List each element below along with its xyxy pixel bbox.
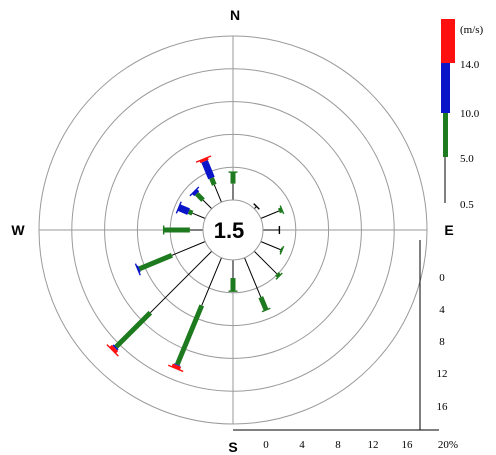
legend-threshold: 5.0 — [460, 153, 474, 165]
direction-label-north: N — [230, 7, 240, 23]
spoke-segment — [201, 257, 222, 306]
direction-label-south: S — [228, 439, 237, 455]
spoke-segment — [258, 296, 269, 311]
spoke-segment — [201, 160, 215, 180]
scale-tick-label: 8 — [335, 439, 341, 451]
spoke-segment — [209, 177, 217, 186]
scale-tick-label: 0 — [263, 439, 269, 451]
spoke-end-cap — [195, 155, 212, 163]
spoke-end-cap — [175, 201, 182, 214]
scale-tick-label: 12 — [368, 439, 379, 451]
legend-unit: (m/s) — [460, 24, 484, 36]
radial-scale-vertical: 0 4 8 12 16 — [419, 240, 449, 430]
spoke-end-cap — [167, 364, 184, 373]
radial-scale-horizontal: 0 4 8 12 16 20% — [233, 429, 458, 451]
spoke-segment — [202, 199, 213, 210]
scale-tick-label: 20% — [438, 439, 458, 451]
spoke-end-cap — [106, 344, 119, 357]
spoke-end-cap — [189, 186, 200, 197]
spoke-end-cap — [134, 263, 141, 276]
spoke-end-cap — [279, 205, 285, 215]
spoke-segment — [114, 310, 153, 349]
spoke-segment — [244, 257, 262, 298]
spoke-segment — [112, 344, 119, 351]
spoke-segment — [171, 241, 206, 256]
legend-threshold: 14.0 — [460, 59, 480, 71]
spoke-segment — [192, 212, 206, 219]
spoke-end-cap — [261, 307, 271, 313]
legend-bin-red — [441, 19, 455, 63]
spoke-segment — [187, 209, 194, 216]
scale-tick-label: 0 — [439, 272, 445, 284]
spoke-segment — [149, 250, 213, 314]
legend-threshold: 0.5 — [460, 199, 474, 211]
spoke-end-cap — [279, 245, 285, 255]
spoke-segment — [194, 191, 205, 202]
spoke-segment — [260, 210, 280, 219]
spoke-segment — [260, 241, 281, 251]
spoke-end-cap — [275, 272, 283, 280]
calm-value: 1.5 — [214, 218, 245, 243]
scale-tick-label: 16 — [437, 401, 449, 413]
spoke-segment — [177, 204, 190, 215]
scale-tick-label: 16 — [402, 439, 414, 451]
speed-legend: (m/s) 14.0 10.0 5.0 0.5 — [441, 19, 484, 211]
calm-circle — [202, 199, 264, 261]
legend-bin-green — [443, 113, 448, 157]
direction-label-east: E — [444, 222, 453, 238]
scale-tick-label: 12 — [437, 368, 448, 380]
scale-tick-label: 4 — [439, 304, 445, 316]
spoke-end-cap — [253, 203, 260, 210]
spoke-segment — [138, 252, 173, 272]
direction-label-west: W — [11, 222, 25, 238]
spoke-segment — [253, 250, 278, 275]
wind-spokes — [106, 155, 285, 373]
legend-bin-blue — [441, 63, 450, 113]
scale-tick-label: 8 — [439, 336, 445, 348]
legend-threshold: 10.0 — [460, 108, 480, 120]
scale-tick-label: 4 — [299, 439, 305, 451]
spoke-segment — [174, 304, 205, 366]
spoke-segment — [213, 184, 222, 203]
